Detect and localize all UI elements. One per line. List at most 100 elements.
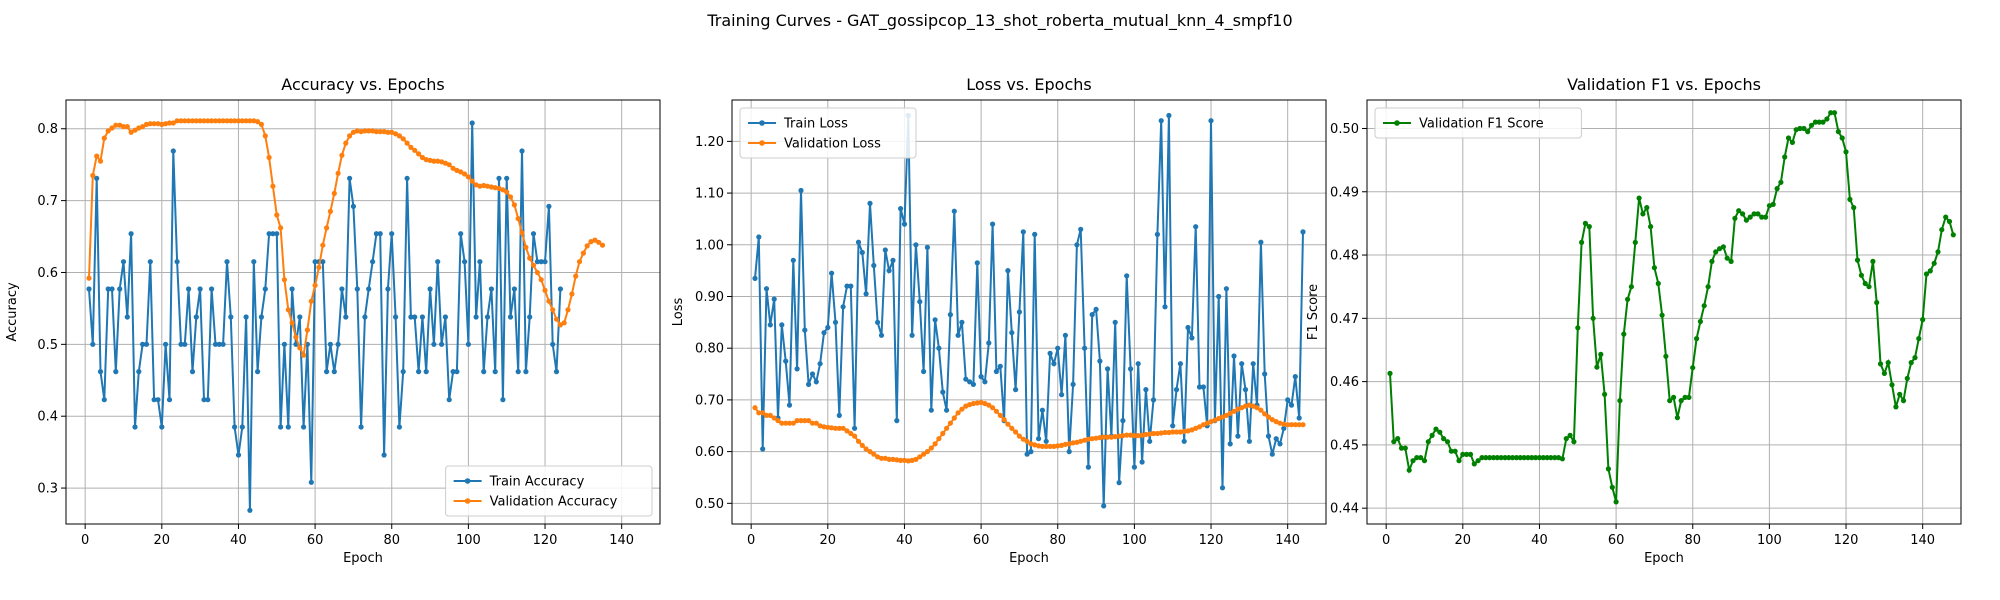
data-point <box>825 424 831 430</box>
axes-frame <box>731 99 1327 525</box>
data-point <box>1231 408 1237 414</box>
data-point <box>1112 434 1118 440</box>
data-point <box>166 397 173 403</box>
y-tick-label: 0.47 <box>1330 312 1359 327</box>
data-point <box>928 445 934 451</box>
data-point <box>247 118 253 124</box>
data-point <box>1441 436 1447 442</box>
data-point <box>1135 433 1141 439</box>
data-point <box>580 250 587 256</box>
data-point <box>538 277 544 283</box>
y-tick-label: 0.48 <box>1330 249 1359 264</box>
data-point <box>90 341 96 347</box>
data-point <box>327 341 333 347</box>
data-point <box>469 120 475 126</box>
data-point <box>519 230 525 236</box>
data-point <box>1181 428 1187 434</box>
data-point <box>886 456 892 462</box>
data-point <box>921 451 927 457</box>
data-point <box>557 322 564 328</box>
data-point <box>147 121 153 127</box>
data-point <box>1173 387 1180 393</box>
data-point <box>507 314 514 320</box>
x-tick-label: 0 <box>1382 533 1390 548</box>
data-point <box>951 208 957 214</box>
data-point <box>1621 331 1627 337</box>
data-point <box>550 341 556 347</box>
data-point <box>335 341 341 347</box>
data-point <box>389 231 395 237</box>
data-point <box>182 118 188 124</box>
data-point <box>1105 434 1111 440</box>
y-tick-label: 0.49 <box>1330 185 1359 200</box>
x-tick-label: 120 <box>1199 533 1224 548</box>
data-point <box>1158 118 1164 124</box>
x-tick-label: 20 <box>820 533 837 548</box>
y-tick-label: 0.70 <box>695 393 724 408</box>
data-point <box>1070 440 1076 446</box>
data-point <box>462 171 468 177</box>
data-point <box>1166 112 1172 119</box>
data-point <box>170 148 176 154</box>
data-point <box>239 118 245 124</box>
data-point <box>1013 387 1019 393</box>
data-point <box>1285 422 1291 428</box>
data-point <box>863 291 869 297</box>
data-point <box>794 366 800 372</box>
data-point <box>990 221 996 227</box>
data-point <box>212 341 219 347</box>
data-point <box>1579 239 1585 245</box>
data-point <box>1881 370 1887 376</box>
data-point <box>362 128 368 134</box>
data-point <box>1097 358 1103 364</box>
data-point <box>993 408 1000 414</box>
data-point <box>1640 211 1646 217</box>
data-point <box>1847 196 1853 202</box>
data-point <box>1292 422 1298 428</box>
data-point <box>1039 443 1045 449</box>
data-point <box>258 314 264 320</box>
data-point <box>882 247 888 253</box>
data-point <box>1594 364 1600 370</box>
data-point <box>105 286 111 292</box>
data-point <box>404 175 410 181</box>
data-point <box>599 242 606 248</box>
data-point <box>840 304 846 310</box>
data-point <box>890 456 896 462</box>
data-point <box>832 425 839 431</box>
data-point <box>1655 280 1661 287</box>
data-point <box>439 341 445 347</box>
data-point <box>1300 422 1306 428</box>
data-point <box>1131 464 1137 470</box>
data-point <box>331 369 337 375</box>
data-point <box>1490 455 1497 461</box>
series-markers-2 <box>86 118 606 358</box>
data-point <box>408 144 414 150</box>
y-axis-label: F1 Score <box>1306 284 1321 340</box>
data-point <box>1644 205 1650 211</box>
data-point <box>1720 244 1726 250</box>
data-point <box>515 216 521 222</box>
data-point <box>86 275 92 281</box>
legend: Train Accuracy Validation Accuracy <box>445 465 653 517</box>
data-point <box>1912 355 1918 361</box>
data-point <box>496 175 502 181</box>
data-point <box>1510 455 1516 461</box>
data-point <box>507 194 514 200</box>
data-point <box>1219 414 1226 420</box>
data-point <box>228 314 234 320</box>
data-point <box>821 424 827 430</box>
data-point <box>515 369 521 375</box>
data-point <box>1055 443 1061 449</box>
data-point <box>423 157 429 163</box>
data-point <box>274 212 280 218</box>
data-point <box>901 221 908 227</box>
data-point <box>473 314 479 320</box>
data-point <box>1116 433 1122 439</box>
data-point <box>262 286 268 292</box>
data-point <box>170 120 176 126</box>
data-point <box>798 418 804 424</box>
data-point <box>212 118 219 124</box>
data-point <box>1254 405 1260 411</box>
data-point <box>1479 455 1485 461</box>
